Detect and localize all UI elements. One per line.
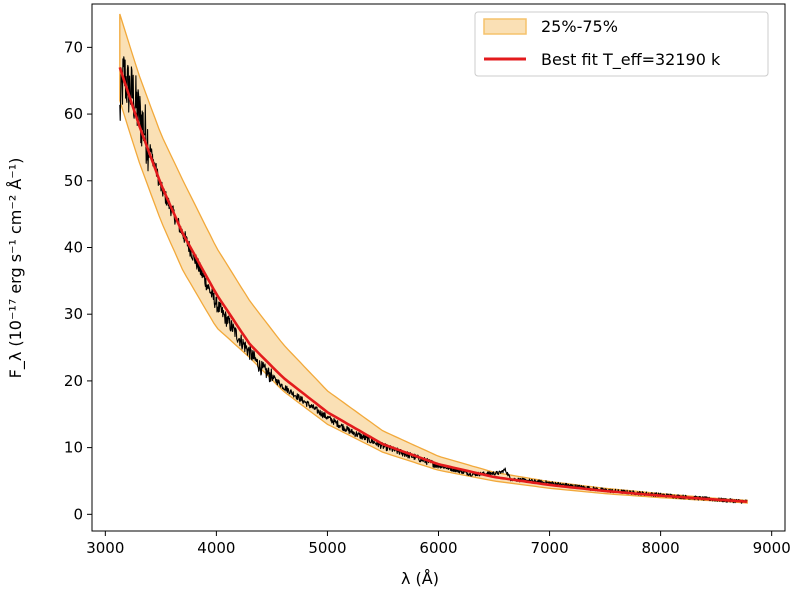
x-tick-label: 9000 [753,539,791,557]
y-tick-label: 20 [64,372,83,390]
legend-band-swatch [483,18,527,35]
axes-layer: 3000 4000 5000 6000 7000 8000 9000 0 10 20 30 40 50 6… [64,3,791,557]
legend-label-band: 25%-75% [541,17,618,36]
spectrum-line [119,56,748,504]
x-tick-label: 5000 [308,539,346,557]
legend: 25%-75% Best fit T_eff=32190 k [474,11,769,77]
legend-label-fit: Best fit T_eff=32190 k [541,50,721,70]
x-tick-label: 6000 [419,539,457,557]
y-tick-label: 30 [64,305,83,323]
y-tick-label: 40 [64,238,83,256]
x-tick-label: 7000 [530,539,568,557]
band-layer [119,13,748,504]
y-tick-label: 10 [64,439,83,457]
y-axis-label: F_λ (10⁻¹⁷ erg s⁻¹ cm⁻² Å⁻¹) [6,158,26,379]
x-tick-label: 4000 [197,539,235,557]
spectrum-layer [119,56,748,504]
fit-layer [118,66,748,503]
y-tick-label: 60 [64,105,83,123]
x-axis-label: λ (Å) [401,569,439,588]
y-tick-label: 70 [64,38,83,56]
y-tick-label: 50 [64,172,83,190]
best-fit-line [118,66,748,503]
x-tick-label: 8000 [642,539,680,557]
band-25-75 [119,13,748,504]
legend-box [474,11,769,77]
x-tick-label: 3000 [86,539,124,557]
y-tick-label: 0 [73,505,83,523]
